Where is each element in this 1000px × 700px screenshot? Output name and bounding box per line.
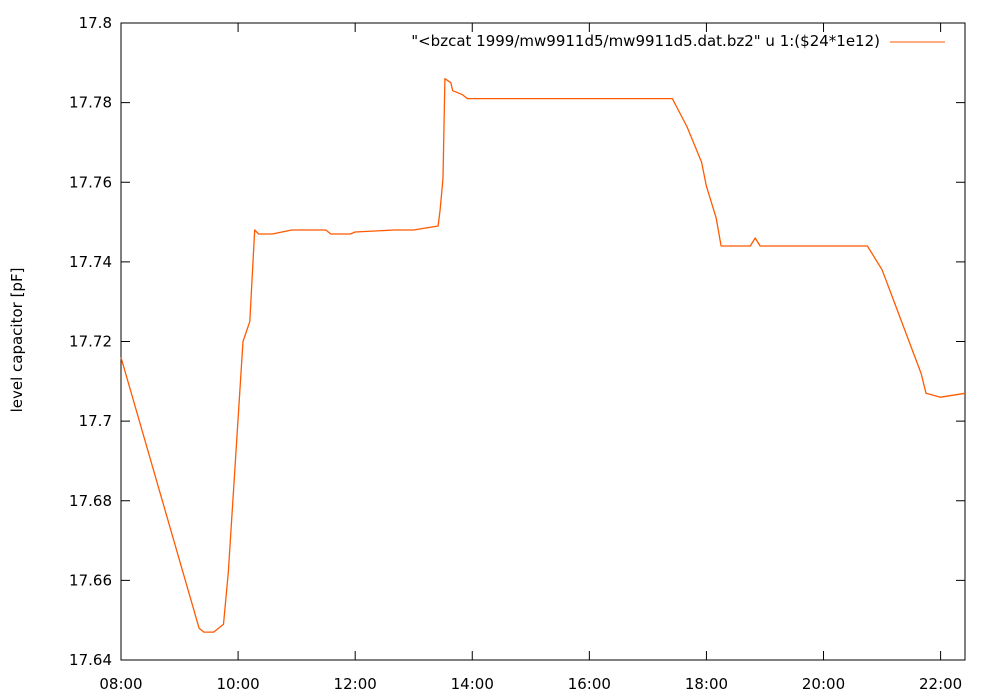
x-tick-label: 08:00 [99,675,142,693]
y-tick-label: 17.72 [69,333,112,351]
y-tick-label: 17.7 [79,412,112,430]
x-tick-label: 20:00 [802,675,845,693]
x-tick-label: 10:00 [216,675,259,693]
legend-label: "<bzcat 1999/mw9911d5/mw9911d5.dat.bz2" … [411,32,880,50]
x-axis: 08:00 10:00 12:00 14:00 16:00 18:00 20:00 22:00 [99,23,962,693]
legend: "<bzcat 1999/mw9911d5/mw9911d5.dat.bz2" … [411,32,945,50]
y-tick-label: 17.68 [69,492,112,510]
series-line [120,78,966,633]
x-tick-label: 12:00 [334,675,377,693]
y-axis: 17.64 17.66 17.68 17.7 17.72 17.74 17.76 17.78 1… [69,14,965,669]
y-tick-label: 17.64 [69,651,112,669]
y-tick-label: 17.76 [69,173,112,191]
y-tick-label: 17.74 [69,253,112,271]
x-tick-label: 18:00 [685,675,728,693]
series-layer [120,78,966,633]
y-tick-label: 17.66 [69,571,112,589]
plot-frame [120,22,966,661]
y-tick-label: 17.8 [79,14,112,32]
y-tick-label: 17.78 [69,94,112,112]
y-axis-title: level capacitor [pF] [8,268,26,413]
plot-border [120,22,966,661]
x-tick-label: 16:00 [568,675,611,693]
x-tick-label: 22:00 [919,675,962,693]
x-tick-label: 14:00 [451,675,494,693]
